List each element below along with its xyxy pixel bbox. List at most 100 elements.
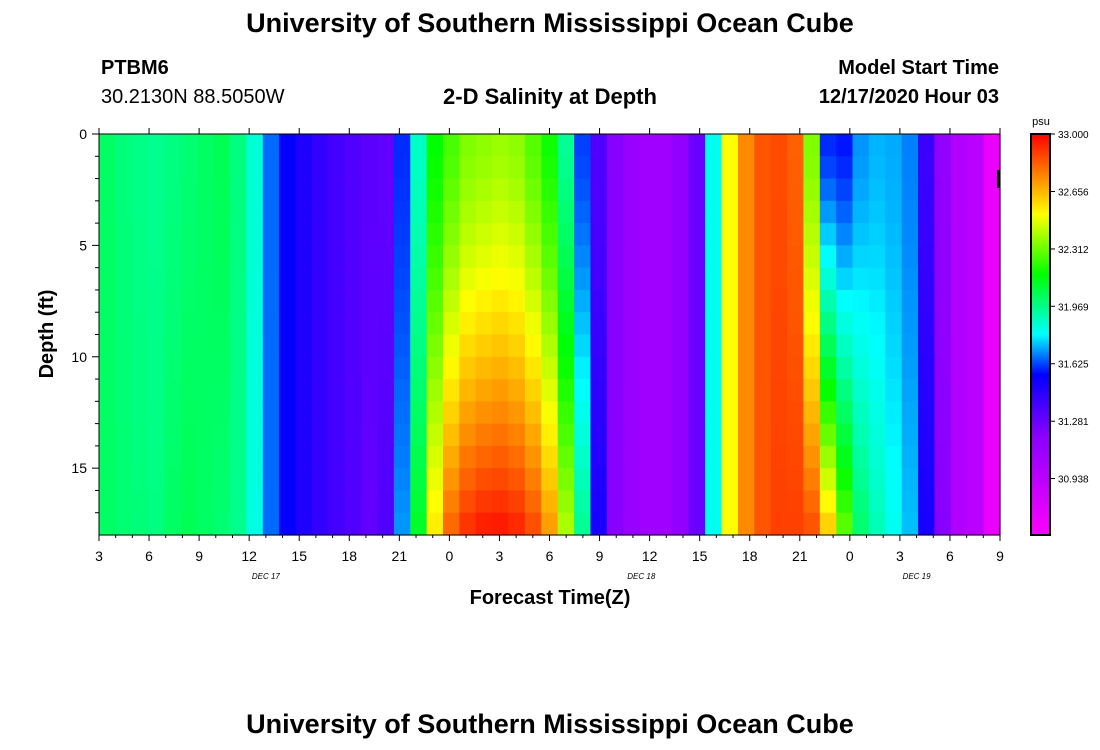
- heatmap-cell: [541, 156, 559, 180]
- heatmap-cell: [148, 312, 166, 336]
- heatmap-cell: [344, 134, 362, 157]
- x-tick-label: 6: [145, 548, 153, 564]
- heatmap-cell: [918, 267, 936, 291]
- heatmap-cell: [180, 445, 198, 469]
- heatmap-cell: [787, 178, 805, 202]
- heatmap-cell: [672, 223, 690, 246]
- heatmap-cell: [606, 379, 624, 402]
- heatmap-cell: [983, 267, 1001, 291]
- heatmap-cell: [688, 178, 706, 202]
- heatmap-cell: [590, 223, 608, 246]
- heatmap-cell: [803, 334, 821, 358]
- heatmap-cell: [131, 245, 149, 269]
- heatmap-cell: [885, 334, 903, 358]
- heatmap-cell: [148, 134, 166, 157]
- heatmap-cell: [918, 289, 936, 313]
- colorbar-tick-label: 32.656: [1058, 187, 1089, 198]
- heatmap-cell: [541, 401, 559, 425]
- heatmap-cell: [230, 401, 248, 425]
- heatmap-cell: [262, 468, 280, 492]
- heatmap-cell: [295, 334, 313, 358]
- heatmap-cell: [606, 312, 624, 336]
- heatmap-cell: [852, 223, 870, 246]
- heatmap-cell: [885, 445, 903, 469]
- heatmap-cell: [967, 156, 985, 180]
- heatmap-cell: [787, 356, 805, 380]
- heatmap-cell: [508, 423, 526, 447]
- heatmap-cell: [819, 490, 837, 514]
- heatmap-cell: [393, 401, 411, 425]
- heatmap-cell: [148, 245, 166, 269]
- heatmap-cell: [180, 267, 198, 291]
- heatmap-cell: [852, 423, 870, 447]
- heatmap-cell: [557, 156, 575, 180]
- heatmap-cell: [377, 379, 395, 402]
- heatmap-cell: [705, 379, 723, 402]
- heatmap-cell: [770, 245, 788, 269]
- heatmap-cell: [246, 445, 264, 469]
- heatmap-cell: [262, 490, 280, 514]
- heatmap-cell: [524, 468, 542, 492]
- heatmap-cell: [148, 445, 166, 469]
- heatmap-cell: [655, 423, 673, 447]
- heatmap-cell: [967, 468, 985, 492]
- heatmap-cell: [934, 423, 952, 447]
- heatmap-cell: [279, 356, 297, 380]
- heatmap-cell: [655, 356, 673, 380]
- heatmap-cell: [655, 512, 673, 536]
- heatmap-cell: [393, 512, 411, 536]
- heatmap-cell: [868, 245, 886, 269]
- heatmap-cell: [311, 356, 329, 380]
- heatmap-cell: [688, 289, 706, 313]
- heatmap-cell: [868, 223, 886, 246]
- heatmap-cell: [295, 156, 313, 180]
- heatmap-cell: [443, 490, 460, 514]
- colorbar-tick-label: 30.938: [1058, 475, 1089, 486]
- heatmap-cell: [99, 512, 116, 536]
- heatmap-cell: [410, 490, 428, 514]
- heatmap-cell: [737, 423, 755, 447]
- heatmap-cell: [148, 468, 166, 492]
- heatmap-cell: [705, 223, 723, 246]
- heatmap-cell: [99, 245, 116, 269]
- heatmap-cell: [197, 267, 215, 291]
- heatmap-cell: [885, 134, 903, 157]
- heatmap-cell: [885, 289, 903, 313]
- heatmap-cell: [492, 468, 510, 492]
- heatmap-cell: [639, 223, 657, 246]
- heatmap-cell: [754, 312, 772, 336]
- heatmap-cell: [590, 200, 608, 224]
- heatmap-cell: [934, 490, 952, 514]
- heatmap-cell: [246, 312, 264, 336]
- heatmap-cell: [426, 334, 444, 358]
- heatmap-cell: [524, 401, 542, 425]
- heatmap-cell: [885, 223, 903, 246]
- heatmap-cell: [131, 289, 149, 313]
- heatmap-cell: [197, 445, 215, 469]
- heatmap-cell: [950, 334, 968, 358]
- heatmap-cell: [131, 512, 149, 536]
- heatmap-cell: [819, 200, 837, 224]
- heatmap-cell: [967, 423, 985, 447]
- heatmap-cell: [770, 334, 788, 358]
- heatmap-cell: [492, 289, 510, 313]
- page-title: University of Southern Mississippi Ocean…: [246, 8, 854, 38]
- heatmap-cell: [492, 512, 510, 536]
- x-tick-label: 18: [341, 548, 357, 564]
- heatmap-cell: [574, 334, 592, 358]
- heatmap-cell: [213, 267, 231, 291]
- heatmap-cell: [508, 289, 526, 313]
- heatmap-cell: [770, 312, 788, 336]
- heatmap-cell: [131, 134, 149, 157]
- heatmap-cell: [262, 223, 280, 246]
- heatmap-cell: [934, 156, 952, 180]
- heatmap-cell: [623, 134, 641, 157]
- heatmap-cell: [950, 289, 968, 313]
- heatmap-cell: [574, 379, 592, 402]
- heatmap-cell: [672, 134, 690, 157]
- heatmap-cell: [590, 312, 608, 336]
- heatmap-cell: [918, 490, 936, 514]
- heatmap-cell: [623, 178, 641, 202]
- heatmap-cell: [246, 512, 264, 536]
- heatmap-cell: [819, 512, 837, 536]
